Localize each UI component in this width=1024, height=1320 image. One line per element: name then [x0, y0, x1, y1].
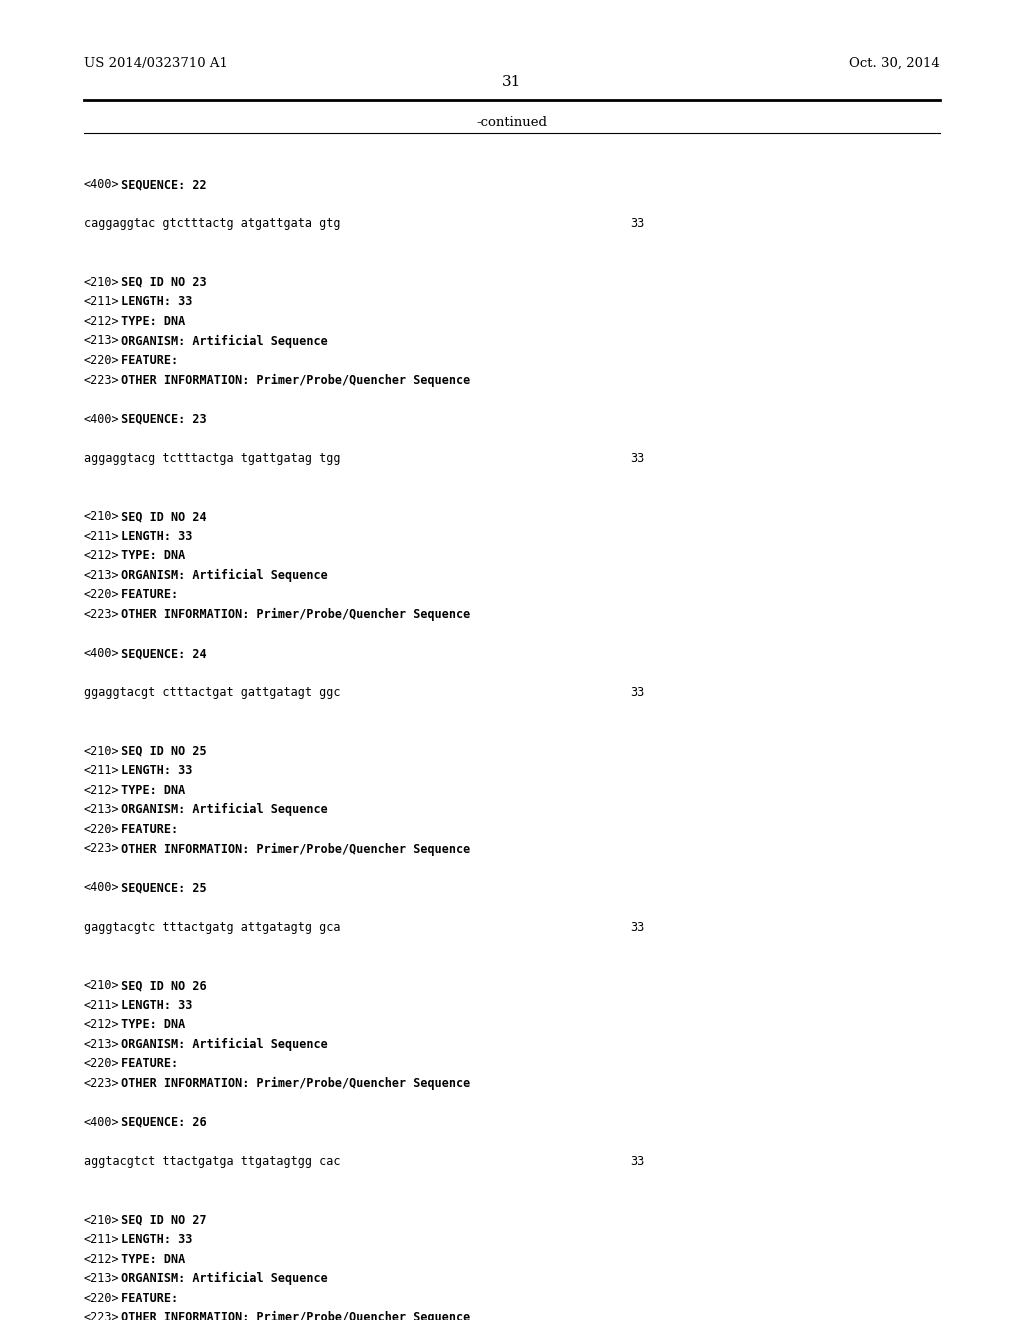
Text: LENGTH: 33: LENGTH: 33 — [114, 529, 193, 543]
Text: OTHER INFORMATION: Primer/Probe/Quencher Sequence: OTHER INFORMATION: Primer/Probe/Quencher… — [114, 1311, 470, 1320]
Text: <210>: <210> — [84, 979, 120, 993]
Text: TYPE: DNA: TYPE: DNA — [114, 784, 185, 797]
Text: OTHER INFORMATION: Primer/Probe/Quencher Sequence: OTHER INFORMATION: Primer/Probe/Quencher… — [114, 842, 470, 855]
Text: ORGANISM: Artificial Sequence: ORGANISM: Artificial Sequence — [114, 334, 328, 347]
Text: <212>: <212> — [84, 315, 120, 327]
Text: ggaggtacgt ctttactgat gattgatagt ggc: ggaggtacgt ctttactgat gattgatagt ggc — [84, 686, 340, 700]
Text: <213>: <213> — [84, 569, 120, 582]
Text: SEQUENCE: 25: SEQUENCE: 25 — [114, 882, 207, 895]
Text: <223>: <223> — [84, 1311, 120, 1320]
Text: OTHER INFORMATION: Primer/Probe/Quencher Sequence: OTHER INFORMATION: Primer/Probe/Quencher… — [114, 374, 470, 387]
Text: <220>: <220> — [84, 1292, 120, 1304]
Text: <212>: <212> — [84, 1018, 120, 1031]
Text: 31: 31 — [503, 75, 521, 90]
Text: TYPE: DNA: TYPE: DNA — [114, 315, 185, 327]
Text: OTHER INFORMATION: Primer/Probe/Quencher Sequence: OTHER INFORMATION: Primer/Probe/Quencher… — [114, 1077, 470, 1090]
Text: FEATURE:: FEATURE: — [114, 1292, 178, 1304]
Text: aggaggtacg tctttactga tgattgatag tgg: aggaggtacg tctttactga tgattgatag tgg — [84, 451, 340, 465]
Text: ORGANISM: Artificial Sequence: ORGANISM: Artificial Sequence — [114, 1038, 328, 1051]
Text: <210>: <210> — [84, 276, 120, 289]
Text: SEQ ID NO 26: SEQ ID NO 26 — [114, 979, 207, 993]
Text: <212>: <212> — [84, 1253, 120, 1266]
Text: SEQUENCE: 26: SEQUENCE: 26 — [114, 1115, 207, 1129]
Text: ORGANISM: Artificial Sequence: ORGANISM: Artificial Sequence — [114, 1272, 328, 1286]
Text: SEQ ID NO 27: SEQ ID NO 27 — [114, 1213, 207, 1226]
Text: gaggtacgtc tttactgatg attgatagtg gca: gaggtacgtc tttactgatg attgatagtg gca — [84, 920, 340, 933]
Text: <212>: <212> — [84, 549, 120, 562]
Text: <220>: <220> — [84, 589, 120, 602]
Text: SEQ ID NO 24: SEQ ID NO 24 — [114, 511, 207, 523]
Text: <400>: <400> — [84, 178, 120, 191]
Text: 33: 33 — [630, 686, 644, 700]
Text: <213>: <213> — [84, 1272, 120, 1286]
Text: LENGTH: 33: LENGTH: 33 — [114, 764, 193, 777]
Text: <213>: <213> — [84, 804, 120, 816]
Text: <220>: <220> — [84, 354, 120, 367]
Text: <400>: <400> — [84, 413, 120, 425]
Text: <400>: <400> — [84, 882, 120, 895]
Text: <210>: <210> — [84, 744, 120, 758]
Text: FEATURE:: FEATURE: — [114, 822, 178, 836]
Text: <223>: <223> — [84, 374, 120, 387]
Text: <211>: <211> — [84, 764, 120, 777]
Text: <211>: <211> — [84, 529, 120, 543]
Text: <223>: <223> — [84, 1077, 120, 1090]
Text: FEATURE:: FEATURE: — [114, 354, 178, 367]
Text: 33: 33 — [630, 1155, 644, 1168]
Text: <223>: <223> — [84, 609, 120, 620]
Text: <400>: <400> — [84, 1115, 120, 1129]
Text: SEQUENCE: 23: SEQUENCE: 23 — [114, 413, 207, 425]
Text: LENGTH: 33: LENGTH: 33 — [114, 999, 193, 1011]
Text: OTHER INFORMATION: Primer/Probe/Quencher Sequence: OTHER INFORMATION: Primer/Probe/Quencher… — [114, 609, 470, 622]
Text: TYPE: DNA: TYPE: DNA — [114, 549, 185, 562]
Text: <211>: <211> — [84, 296, 120, 309]
Text: aggtacgtct ttactgatga ttgatagtgg cac: aggtacgtct ttactgatga ttgatagtgg cac — [84, 1155, 340, 1168]
Text: <220>: <220> — [84, 822, 120, 836]
Text: 33: 33 — [630, 451, 644, 465]
Text: LENGTH: 33: LENGTH: 33 — [114, 296, 193, 309]
Text: TYPE: DNA: TYPE: DNA — [114, 1253, 185, 1266]
Text: LENGTH: 33: LENGTH: 33 — [114, 1233, 193, 1246]
Text: <220>: <220> — [84, 1057, 120, 1071]
Text: FEATURE:: FEATURE: — [114, 1057, 178, 1071]
Text: ORGANISM: Artificial Sequence: ORGANISM: Artificial Sequence — [114, 804, 328, 817]
Text: <210>: <210> — [84, 511, 120, 523]
Text: <213>: <213> — [84, 1038, 120, 1051]
Text: <213>: <213> — [84, 334, 120, 347]
Text: <212>: <212> — [84, 784, 120, 797]
Text: Oct. 30, 2014: Oct. 30, 2014 — [849, 57, 940, 70]
Text: <211>: <211> — [84, 1233, 120, 1246]
Text: 33: 33 — [630, 218, 644, 230]
Text: caggaggtac gtctttactg atgattgata gtg: caggaggtac gtctttactg atgattgata gtg — [84, 218, 340, 230]
Text: ORGANISM: Artificial Sequence: ORGANISM: Artificial Sequence — [114, 569, 328, 582]
Text: TYPE: DNA: TYPE: DNA — [114, 1018, 185, 1031]
Text: SEQUENCE: 22: SEQUENCE: 22 — [114, 178, 207, 191]
Text: SEQ ID NO 25: SEQ ID NO 25 — [114, 744, 207, 758]
Text: SEQ ID NO 23: SEQ ID NO 23 — [114, 276, 207, 289]
Text: <211>: <211> — [84, 999, 120, 1011]
Text: -continued: -continued — [476, 116, 548, 129]
Text: SEQUENCE: 24: SEQUENCE: 24 — [114, 647, 207, 660]
Text: 33: 33 — [630, 920, 644, 933]
Text: US 2014/0323710 A1: US 2014/0323710 A1 — [84, 57, 228, 70]
Text: <400>: <400> — [84, 647, 120, 660]
Text: FEATURE:: FEATURE: — [114, 589, 178, 602]
Text: <223>: <223> — [84, 842, 120, 855]
Text: <210>: <210> — [84, 1213, 120, 1226]
